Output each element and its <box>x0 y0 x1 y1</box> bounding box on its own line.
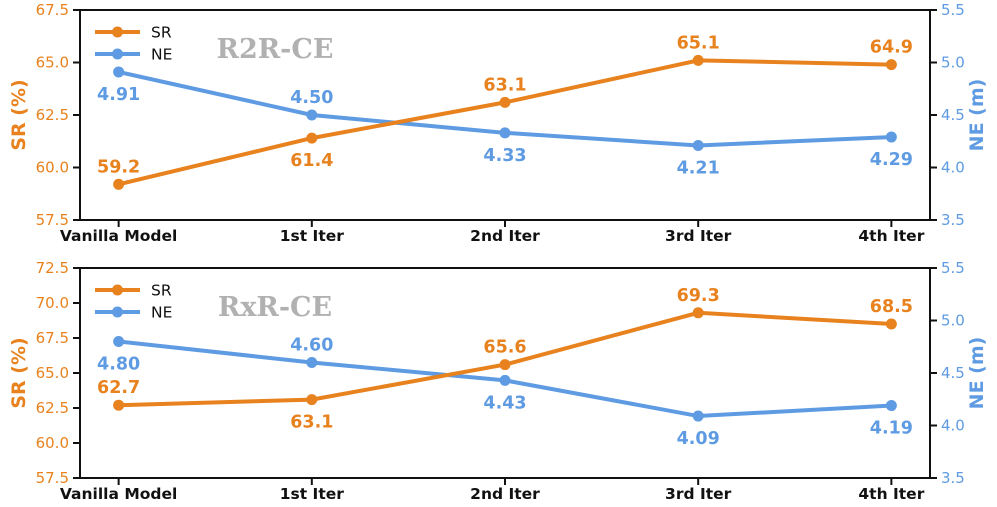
right-tick-label: 4.0 <box>941 159 965 177</box>
right-tick-label: 5.0 <box>941 312 965 330</box>
left-tick-label: 67.5 <box>36 329 69 347</box>
ne-value-label: 4.60 <box>290 336 333 356</box>
left-tick-label: 65.0 <box>36 54 69 72</box>
plot-box <box>79 9 931 221</box>
right-tick-label: 3.5 <box>941 211 965 229</box>
ne-point <box>499 374 511 386</box>
sr-point <box>885 59 897 71</box>
left-tick-label: 62.5 <box>36 399 69 417</box>
right-tick-label: 5.0 <box>941 54 965 72</box>
left-tick-label: 62.5 <box>36 106 69 124</box>
ne-point <box>499 127 511 139</box>
ne-value-label: 4.50 <box>290 88 333 108</box>
x-tick-label: 4th Iter <box>858 485 924 503</box>
ne-value-label: 4.19 <box>870 419 913 439</box>
x-tick-label: 1st Iter <box>280 227 345 245</box>
x-tick-label: 4th Iter <box>858 227 924 245</box>
ne-value-label: 4.80 <box>97 355 140 375</box>
sr-value-label: 63.1 <box>290 413 333 433</box>
x-tick-label: Vanilla Model <box>60 227 177 245</box>
right-tick-label: 3.5 <box>941 469 965 487</box>
right-tick-label: 5.5 <box>941 1 965 19</box>
right-tick-label: 4.5 <box>941 364 965 382</box>
sr-value-label: 64.9 <box>870 38 913 58</box>
x-tick-label: 3rd Iter <box>665 485 732 503</box>
sr-point <box>306 394 318 406</box>
sr-value-label: 62.7 <box>97 378 140 398</box>
ne-value-label: 4.29 <box>870 150 913 170</box>
right-tick-label: 4.0 <box>941 417 965 435</box>
sr-value-label: 59.2 <box>97 157 140 177</box>
ne-value-label: 4.91 <box>97 85 140 105</box>
legend-marker-ne <box>112 48 123 60</box>
sr-value-label: 65.6 <box>483 338 526 358</box>
panel-rxr-ce: 57.5 60.0 62.5 65.0 67.5 70.0 72.5 3.5 4.0 4.5 5.0… <box>8 259 988 503</box>
ne-point <box>306 109 318 121</box>
left-tick-label: 57.5 <box>36 469 69 487</box>
ne-value-label: 4.43 <box>483 393 526 413</box>
panel-title: RxR-CE <box>218 292 332 323</box>
sr-point <box>885 318 897 330</box>
right-tick-label: 4.5 <box>941 106 965 124</box>
right-axis-title: NE (m) <box>966 337 988 410</box>
sr-point <box>499 96 511 108</box>
legend-label-sr: SR <box>151 282 172 300</box>
legend-label-ne: NE <box>151 304 172 322</box>
sr-value-label: 65.1 <box>677 33 720 53</box>
ne-value-label: 4.33 <box>483 146 526 166</box>
sr-point <box>306 132 318 144</box>
legend-marker-sr <box>112 284 123 296</box>
ne-point <box>692 410 704 422</box>
right-axis-title: NE (m) <box>966 79 988 152</box>
ne-point <box>885 400 897 412</box>
left-axis-title: SR (%) <box>8 337 30 408</box>
left-axis-title: SR (%) <box>8 79 30 150</box>
left-tick-label: 72.5 <box>36 259 69 277</box>
sr-value-label: 61.4 <box>290 151 333 171</box>
right-tick-label: 5.5 <box>941 259 965 277</box>
sr-line <box>116 310 894 408</box>
sr-point <box>499 359 511 371</box>
sr-point <box>692 54 704 66</box>
sr-point <box>113 178 125 190</box>
sr-point <box>113 399 125 411</box>
left-tick-label: 67.5 <box>36 1 69 19</box>
left-tick-label: 60.0 <box>36 159 69 177</box>
sr-value-label: 68.5 <box>870 297 913 317</box>
sr-point <box>692 307 704 319</box>
panel-r2r-ce: 57.5 60.0 62.5 65.0 67.5 3.5 4.0 4.5 5.0 5.5 Vanil… <box>8 1 988 245</box>
sr-value-label: 63.1 <box>483 75 526 95</box>
panel-title: R2R-CE <box>217 34 334 65</box>
plot-box <box>79 267 931 479</box>
legend-marker-sr <box>112 26 123 38</box>
x-tick-label: Vanilla Model <box>60 485 177 503</box>
ne-point <box>306 357 318 368</box>
ne-point <box>113 336 125 347</box>
legend-marker-ne <box>112 306 123 318</box>
ne-value-label: 4.21 <box>677 158 720 178</box>
left-tick-label: 65.0 <box>36 364 69 382</box>
x-tick-label: 2nd Iter <box>470 227 540 245</box>
ne-point <box>113 66 125 78</box>
ne-point <box>692 139 704 151</box>
left-tick-label: 57.5 <box>36 211 69 229</box>
x-tick-label: 1st Iter <box>280 485 345 503</box>
left-tick-label: 70.0 <box>36 294 69 312</box>
ne-value-label: 4.09 <box>677 429 720 449</box>
ne-point <box>885 131 897 143</box>
left-tick-label: 60.0 <box>36 434 69 452</box>
legend-label-sr: SR <box>151 24 172 42</box>
legend-label-ne: NE <box>151 46 172 64</box>
sr-value-label: 69.3 <box>677 286 720 306</box>
x-tick-label: 2nd Iter <box>470 485 540 503</box>
x-tick-label: 3rd Iter <box>665 227 732 245</box>
